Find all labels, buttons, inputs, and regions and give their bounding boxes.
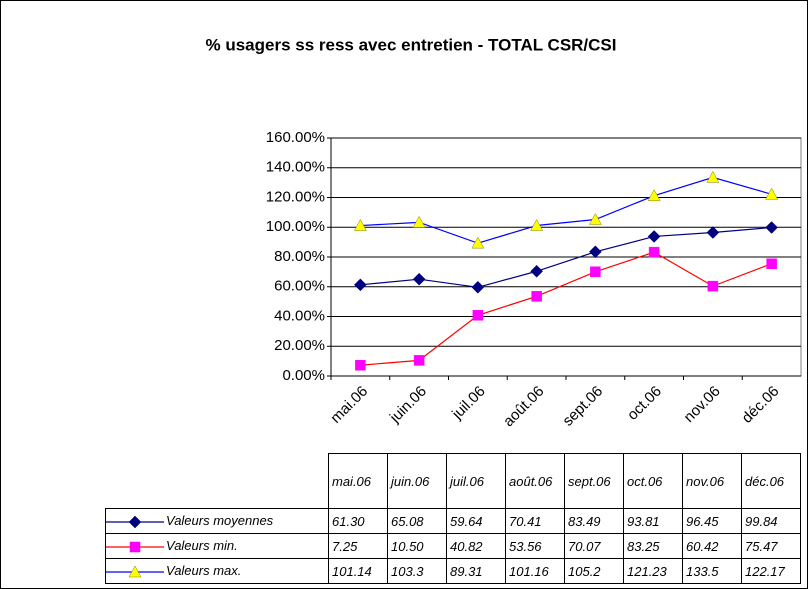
table-corner <box>105 453 329 509</box>
table-value: 70.41 <box>505 508 565 534</box>
table-value: 10.50 <box>387 533 447 559</box>
legend-label: Valeurs max. <box>166 563 242 579</box>
marker <box>589 245 602 259</box>
table-row-header: Valeurs min. <box>105 533 329 559</box>
table-category: août.06 <box>505 453 565 509</box>
table-row: Valeurs min. 7.25 10.50 40.82 53.56 70.07 83.2… <box>105 533 801 559</box>
table-category: mai.06 <box>328 453 388 509</box>
series-line <box>360 176 772 244</box>
table-value: 93.81 <box>623 508 683 534</box>
marker <box>412 272 426 286</box>
y-tick-label: 0.00% <box>282 367 325 384</box>
marker <box>531 291 542 302</box>
table-value: 40.82 <box>446 533 506 559</box>
y-tick-label: 160.00% <box>266 129 325 146</box>
marker <box>472 310 484 321</box>
marker <box>765 221 778 234</box>
table-value: 53.56 <box>505 533 565 559</box>
table-value: 60.42 <box>682 533 742 559</box>
series-line <box>360 226 772 288</box>
table-value: 61.30 <box>328 508 388 534</box>
table-value: 70.07 <box>564 533 624 559</box>
marker <box>353 219 367 231</box>
table-value: 101.16 <box>505 558 565 584</box>
marker <box>355 359 366 371</box>
y-tick-label: 140.00% <box>266 159 325 176</box>
data-table: mai.06 juin.06 juil.06 août.06 sept.06 oct.06… <box>105 453 801 584</box>
marker <box>354 278 367 292</box>
table-value: 83.25 <box>623 533 683 559</box>
table-category: oct.06 <box>623 453 683 509</box>
table-header-row: mai.06 juin.06 juil.06 août.06 sept.06 oct.06… <box>105 453 801 509</box>
table-value: 75.47 <box>741 533 801 559</box>
marker <box>766 258 777 269</box>
x-tick-label: août.06 <box>500 383 547 430</box>
y-tick-label: 120.00% <box>266 188 325 205</box>
y-tick-label: 80.00% <box>274 248 325 265</box>
marker <box>707 280 719 292</box>
marker <box>471 280 485 294</box>
table-value: 101.14 <box>328 558 388 584</box>
marker <box>128 515 142 529</box>
marker <box>765 187 779 200</box>
table-category: juil.06 <box>446 453 506 509</box>
marker <box>129 541 141 553</box>
x-tick-label: mai.06 <box>327 383 371 427</box>
marker <box>530 219 544 231</box>
table-category: nov.06 <box>682 453 742 509</box>
marker <box>706 170 720 183</box>
table-value: 89.31 <box>446 558 506 584</box>
table-value: 133.5 <box>682 558 742 584</box>
marker <box>647 230 661 243</box>
marker <box>648 246 660 258</box>
y-tick-label: 40.00% <box>274 307 325 324</box>
table-value: 96.45 <box>682 508 742 534</box>
table-row: Valeurs max. 101.14 103.3 89.31 101.16 105.2 1… <box>105 558 801 584</box>
x-tick-label: nov.06 <box>681 383 724 426</box>
table-value: 99.84 <box>741 508 801 534</box>
x-tick-label: juil.06 <box>448 383 488 423</box>
x-tick-label: oct.06 <box>624 383 665 424</box>
table-value: 122.17 <box>741 558 801 584</box>
x-tick-label: déc.06 <box>739 383 783 427</box>
table-value: 65.08 <box>387 508 447 534</box>
y-tick-label: 20.00% <box>274 337 325 354</box>
legend-key <box>106 541 164 553</box>
table-value: 59.64 <box>446 508 506 534</box>
legend-label: Valeurs min. <box>166 538 238 554</box>
marker <box>590 266 601 278</box>
legend-key <box>106 515 164 529</box>
marker <box>706 226 720 239</box>
marker <box>413 355 425 366</box>
chart: % usagers ss ress avec entretien - TOTAL… <box>206 35 802 430</box>
series-line <box>360 251 772 366</box>
marker <box>128 565 142 578</box>
table-value: 83.49 <box>564 508 624 534</box>
table-value: 7.25 <box>328 533 388 559</box>
marker <box>588 212 602 225</box>
legend-label: Valeurs moyennes <box>166 513 274 529</box>
x-tick-label: sept.06 <box>559 383 606 430</box>
marker <box>530 264 543 278</box>
table-value: 121.23 <box>623 558 683 584</box>
y-tick-label: 100.00% <box>266 218 325 235</box>
x-tick-label: juin.06 <box>386 383 430 427</box>
marker <box>647 189 661 201</box>
marker <box>412 215 426 228</box>
table-category: déc.06 <box>741 453 801 509</box>
table-value: 103.3 <box>387 558 447 584</box>
table-value: 105.2 <box>564 558 624 584</box>
table-row-header: Valeurs moyennes <box>105 508 329 534</box>
table-row-header: Valeurs max. <box>105 558 329 584</box>
y-tick-label: 60.00% <box>274 278 325 295</box>
table-category: sept.06 <box>564 453 624 509</box>
table-row: Valeurs moyennes 61.30 65.08 59.64 70.41 83.4… <box>105 508 801 534</box>
marker <box>471 236 485 249</box>
table-category: juin.06 <box>387 453 447 509</box>
legend-key <box>106 565 164 578</box>
chart-title: % usagers ss ress avec entretien - TOTAL… <box>206 35 617 54</box>
